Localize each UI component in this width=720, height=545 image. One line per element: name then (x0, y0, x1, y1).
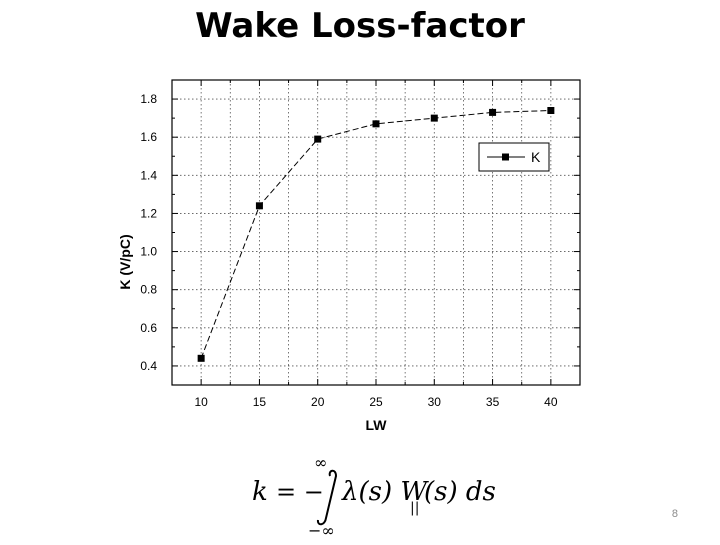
data-point-k (547, 107, 555, 114)
y-tick-label: 0.4 (140, 359, 157, 373)
formula-equals: = − (276, 478, 324, 506)
y-tick-label: 0.6 (140, 321, 157, 335)
data-point-k (372, 120, 380, 128)
legend: K (478, 142, 550, 172)
axis-ticks: 10 15 20 25 30 35 40 0.4 0.6 0.8 1.0 1.2 1.4 1.6 1.8 (140, 80, 580, 409)
series-k (197, 107, 555, 362)
formula-svg: k = − ∞ −∞ λ(s) W || (s) ds (252, 453, 496, 540)
formula-upper-limit: ∞ (314, 456, 327, 472)
grid-lines (172, 80, 580, 385)
data-point-k (489, 108, 497, 116)
slide-number: 8 (671, 508, 678, 520)
x-tick-label: 40 (544, 395, 558, 409)
x-tick-label: 20 (311, 395, 325, 409)
y-tick-label: 0.8 (140, 283, 157, 297)
y-tick-label: 1.0 (140, 245, 157, 259)
legend-marker (502, 153, 509, 161)
y-tick-label: 1.2 (140, 206, 157, 220)
x-tick-label: 25 (369, 395, 383, 409)
legend-label-k: K (531, 149, 541, 165)
x-tick-label: 10 (194, 395, 208, 409)
x-tick-label: 35 (486, 395, 500, 409)
data-point-k (197, 354, 205, 362)
formula-integrand: λ(s) W (341, 477, 429, 507)
y-tick-label: 1.6 (140, 130, 157, 144)
y-tick-label: 1.4 (140, 168, 157, 182)
formula-subscript: || (410, 500, 419, 516)
data-point-k (430, 114, 438, 122)
x-axis-label: LW (366, 417, 388, 433)
y-tick-label: 1.8 (140, 92, 157, 106)
formula-lower-limit: −∞ (308, 521, 335, 540)
integral-sign (316, 469, 338, 526)
loss-factor-formula: k = − ∞ −∞ λ(s) W || (s) ds (248, 453, 518, 540)
y-axis-label: K (V/pC) (117, 234, 133, 289)
formula-lhs: k (252, 477, 268, 507)
data-point-k (314, 135, 322, 143)
data-point-k (255, 202, 263, 210)
slide-title: Wake Loss-factor (195, 6, 525, 46)
x-tick-label: 15 (253, 395, 267, 409)
formula-tail: (s) ds (424, 477, 496, 507)
x-tick-label: 30 (428, 395, 442, 409)
